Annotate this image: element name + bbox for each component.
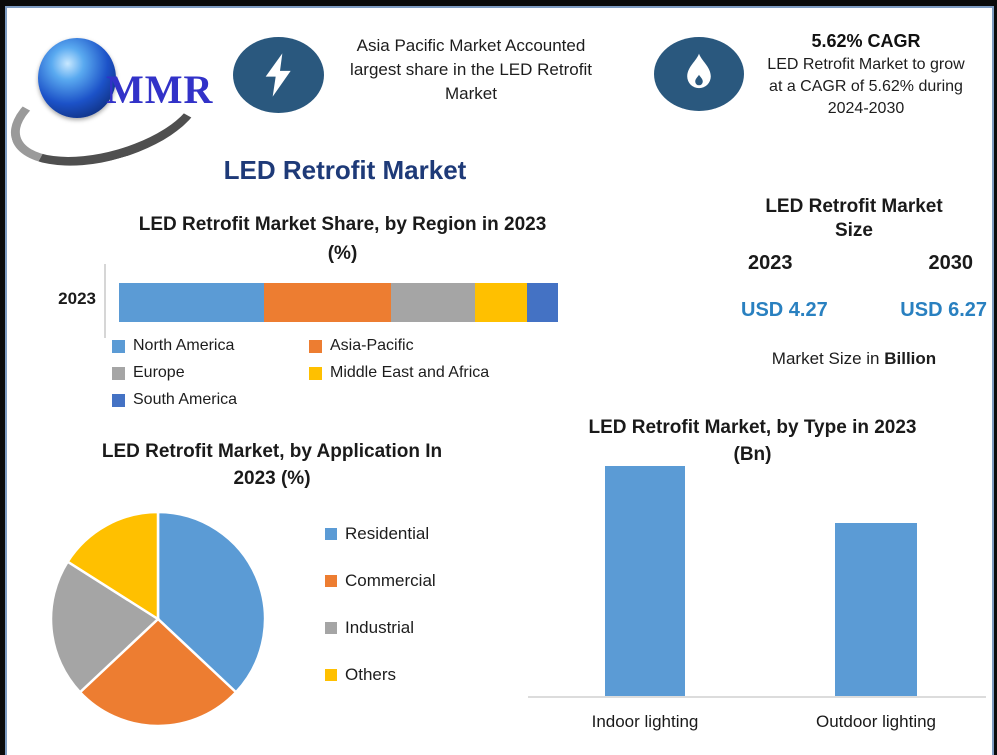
legend-item: Europe (112, 364, 309, 382)
market-size-year-end: 2030 (928, 252, 974, 274)
bar-segment (119, 283, 264, 322)
type-chart-plot (530, 456, 985, 696)
cagr-line3: 2024-2030 (827, 100, 905, 117)
region-chart-category-label: 2023 (58, 289, 96, 308)
cagr-line1: LED Retrofit Market to grow (767, 56, 965, 73)
legend-label: South America (133, 391, 238, 408)
type-chart-subtitle: (Bn) (733, 444, 772, 465)
legend-swatch (309, 366, 322, 380)
legend-label: Others (345, 665, 397, 684)
highlight-text-cagr: 5.62% CAGR LED Retrofit Market to grow a… (742, 28, 990, 120)
legend-label: Residential (345, 524, 430, 543)
cagr-heading: 5.62% CAGR (811, 31, 921, 51)
legend-swatch (325, 528, 337, 540)
market-size-title-line2: Size (834, 220, 874, 241)
pie-slice (49, 559, 161, 695)
highlight-region-line2: largest share in the LED Retrofit (350, 60, 592, 79)
legend-swatch (325, 575, 337, 587)
type-chart-baseline (528, 696, 986, 698)
legend-label: Commercial (345, 571, 436, 590)
market-size-note-regular: Market Size in (771, 349, 880, 368)
bar-segment (391, 283, 475, 322)
highlight-text-region: Asia Pacific Market Accounted largest sh… (325, 34, 617, 106)
market-size-value-start: USD 4.27 (741, 299, 828, 321)
legend-item: Asia-Pacific (309, 337, 602, 355)
highlight-region-line1: Asia Pacific Market Accounted (356, 36, 586, 55)
legend-item: Industrial (325, 618, 436, 638)
legend-item: South America (112, 391, 309, 409)
page-title: LED Retrofit Market (223, 155, 467, 185)
legend-item: Residential (325, 524, 436, 544)
legend-swatch (309, 339, 322, 353)
market-size-panel: LED Retrofit Market Size 2023 2030 USD 4… (715, 195, 993, 369)
application-chart-legend: Residential Commercial Industrial Others (325, 524, 436, 685)
mmr-logo: MMR (0, 26, 238, 186)
region-chart-subtitle: (%) (327, 243, 358, 264)
legend-item: North America (112, 337, 309, 355)
legend-item: Others (325, 665, 436, 685)
type-chart-title: LED Retrofit Market, by Type in 2023 (588, 417, 917, 438)
legend-label: Industrial (345, 618, 414, 637)
cagr-line2: at a CAGR of 5.62% during (769, 78, 963, 95)
legend-label: North America (133, 337, 235, 354)
market-size-note-bold: Billion (884, 349, 937, 368)
region-stacked-bar (119, 283, 558, 322)
highlight-region-line3: Market (445, 84, 497, 103)
pie-slice (78, 617, 238, 728)
type-bar-label-indoor: Indoor lighting (591, 712, 699, 731)
legend-swatch (325, 669, 337, 681)
market-size-year-start: 2023 (748, 252, 793, 274)
bar-segment (263, 283, 392, 322)
globe-icon (38, 38, 116, 118)
region-chart-axis (104, 264, 106, 338)
type-bar-outdoor (835, 523, 917, 696)
bar-segment (527, 283, 558, 322)
type-bar-label-outdoor: Outdoor lighting (815, 712, 937, 731)
bar-segment (474, 283, 528, 322)
application-pie-chart (48, 509, 268, 729)
frame-left-bar (0, 0, 5, 755)
region-chart-legend: North America Asia-Pacific Europe Middle Ea… (112, 337, 602, 409)
market-size-title-line1: LED Retrofit Market (765, 196, 943, 217)
legend-swatch (112, 339, 125, 353)
highlight-badge-region (233, 37, 324, 113)
type-bar-indoor (605, 466, 685, 696)
legend-label: Middle East and Africa (330, 364, 490, 381)
legend-label: Europe (133, 364, 185, 381)
lightning-icon (265, 53, 291, 97)
frame-top-bar (0, 0, 997, 6)
flame-icon (687, 53, 711, 89)
legend-item: Commercial (325, 571, 436, 591)
frame-right-bar (994, 0, 997, 755)
legend-item: Middle East and Africa (309, 364, 602, 382)
region-chart-title: LED Retrofit Market Share, by Region in … (138, 214, 547, 235)
market-size-value-end: USD 6.27 (900, 299, 987, 321)
pie-slice (65, 510, 160, 622)
application-chart-subtitle: 2023 (%) (233, 468, 311, 489)
highlight-badge-cagr (654, 37, 744, 111)
legend-swatch (112, 366, 125, 380)
market-size-note: Market Size in Billion (715, 349, 993, 369)
legend-swatch (325, 622, 337, 634)
legend-swatch (112, 393, 125, 407)
logo-text: MMR (106, 67, 214, 112)
legend-label: Asia-Pacific (330, 337, 414, 354)
frame-border (5, 6, 994, 755)
application-chart-title: LED Retrofit Market, by Application In (101, 441, 443, 462)
pie-slice (156, 510, 267, 695)
